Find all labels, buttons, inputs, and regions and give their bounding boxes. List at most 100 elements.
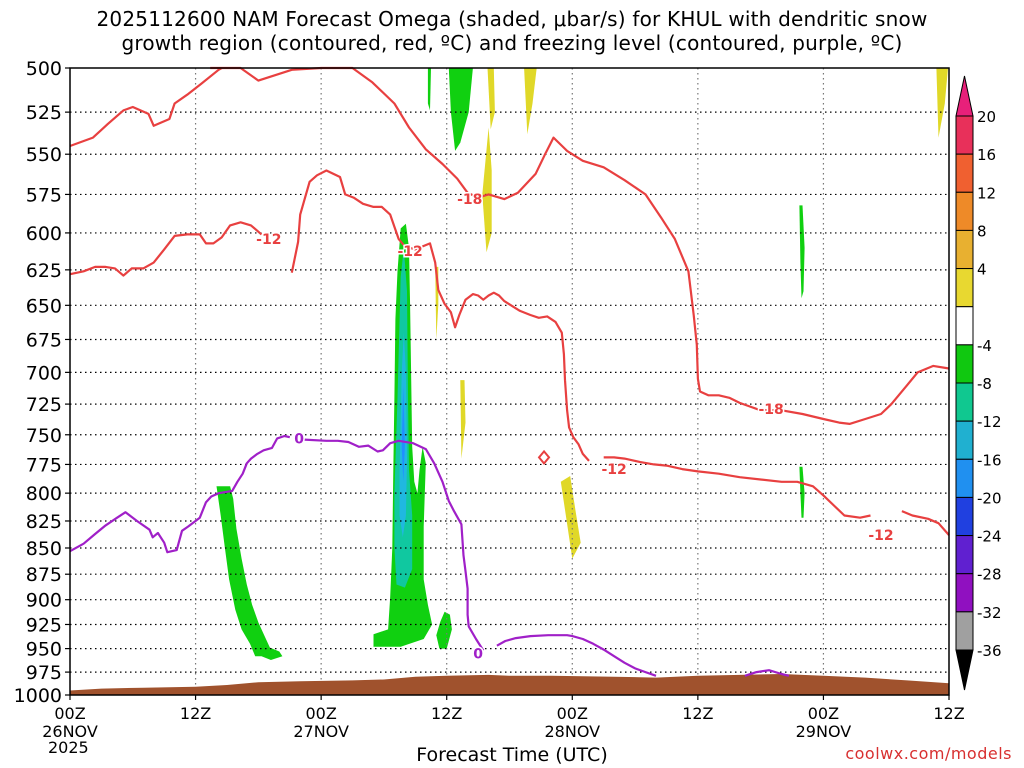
colorbar-label: -20 [977, 489, 1002, 507]
y-tick-label: 775 [26, 454, 62, 476]
x-tick-label: 00Z [557, 704, 588, 723]
contour-marker [537, 449, 551, 465]
x-tick-date-label: 29NOV [796, 722, 852, 741]
omega-region [460, 380, 466, 459]
terrain-fill [70, 674, 949, 695]
terrain [70, 674, 949, 695]
y-tick-label: 825 [26, 511, 62, 533]
y-tick-label: 900 [26, 590, 62, 612]
contour-label: 0 [294, 431, 304, 447]
dgz-contour [603, 456, 871, 519]
chart-title-line2: growth region (contoured, red, ºC) and f… [121, 31, 903, 55]
colorbar-swatch [955, 306, 974, 346]
gridlines [70, 68, 949, 695]
axes: 500 525 550 575 600 625 650 675 700 725 750 775 800 8… [14, 58, 965, 741]
x-tick-label: 00Z [54, 704, 85, 723]
x-tick-date-label: 26NOV [42, 722, 98, 741]
colorbar-label: 16 [977, 146, 996, 164]
omega-region [427, 68, 431, 111]
colorbar-label: -16 [977, 451, 1002, 469]
colorbar-swatch [955, 344, 974, 384]
y-tick-label: 975 [26, 662, 62, 684]
omega-shading [216, 68, 948, 660]
y-tick-label: 525 [26, 102, 62, 124]
freezing-level-contour [744, 669, 790, 677]
freezing-level-contour [69, 434, 291, 554]
y-tick-label: 550 [26, 144, 62, 166]
omega-region [524, 68, 537, 135]
y-tick-label: 575 [26, 184, 62, 206]
colorbar-label: -24 [977, 528, 1002, 546]
colorbar-swatch [955, 153, 974, 193]
colorbar-label: 20 [977, 108, 996, 126]
x-tick-label: 12Z [933, 704, 964, 723]
colorbar-swatch [955, 382, 974, 422]
y-tick-label: 1000 [14, 685, 62, 707]
colorbar-swatch [955, 573, 974, 613]
x-tick-date-label: 27NOV [293, 722, 349, 741]
omega-region [436, 611, 452, 649]
y-tick-label: 800 [26, 483, 62, 505]
colorbar-label: -32 [977, 604, 1002, 622]
omega-region [216, 486, 283, 660]
y-tick-label: 725 [26, 394, 62, 416]
colorbar-label: -8 [977, 375, 992, 393]
x-tick-label: 12Z [180, 704, 211, 723]
colorbar-swatch [955, 229, 974, 270]
contour-label: -12 [601, 462, 626, 478]
colorbar-bottom-arrow [955, 649, 974, 691]
omega-region [487, 68, 495, 130]
colorbar-swatch [955, 115, 974, 155]
x-axis-label: Forecast Time (UTC) [416, 744, 608, 766]
omega-region [560, 476, 581, 559]
x-tick-label: 00Z [305, 704, 336, 723]
dgz-contour [467, 136, 950, 425]
y-tick-label: 600 [26, 223, 62, 245]
y-tick-label: 625 [26, 260, 62, 282]
dgz-contour [69, 221, 263, 277]
y-tick-label: 925 [26, 614, 62, 636]
omega-region [936, 68, 948, 138]
y-tick-label: 750 [26, 425, 62, 447]
contour-label: 0 [473, 646, 483, 662]
x-tick-date-label: 28NOV [544, 722, 600, 741]
dgz-contour [290, 169, 590, 462]
colorbar-label: -28 [977, 566, 1002, 584]
contour-label: -18 [457, 192, 482, 208]
colorbar: 20 16 12 8 4 -4 -8 -12 -16 -20 -24 -28 -32 -36 [955, 75, 1002, 691]
omega-region [799, 205, 805, 299]
contours [69, 66, 950, 677]
colorbar-swatch [955, 611, 974, 651]
colorbar-swatch [955, 191, 974, 231]
colorbar-label: 8 [977, 222, 987, 240]
colorbar-label: -12 [977, 413, 1002, 431]
dgz-contour [69, 67, 223, 148]
y-tick-label: 675 [26, 329, 62, 351]
contour-label: -12 [256, 232, 281, 248]
x-tick-label: 12Z [682, 704, 713, 723]
colorbar-top-arrow [955, 75, 974, 117]
x-tick-label: 00Z [808, 704, 839, 723]
colorbar-label: -36 [977, 642, 1002, 660]
colorbar-label: 12 [977, 184, 996, 202]
y-tick-label: 850 [26, 538, 62, 560]
freezing-level-contour [496, 634, 657, 677]
omega-region [799, 466, 805, 518]
contour-label: -18 [758, 402, 783, 418]
contour-label: -12 [868, 528, 893, 544]
colorbar-swatch [955, 535, 974, 575]
omega-region [401, 385, 405, 482]
contour-label: -12 [397, 244, 422, 260]
colorbar-swatch [955, 496, 974, 537]
chart-title-line1: 2025112600 NAM Forecast Omega (shaded, μ… [96, 7, 928, 31]
colorbar-swatch [955, 458, 974, 498]
y-tick-label: 875 [26, 564, 62, 586]
freezing-level-contour [304, 438, 485, 652]
omega-region [482, 127, 492, 253]
credit-link[interactable]: coolwx.com/models [845, 744, 1012, 763]
contour-labels: -18 -12 -12 -12 -18 -12 0 0 [255, 191, 895, 664]
x-tick-label: 12Z [431, 704, 462, 723]
plot-frame [69, 67, 950, 696]
